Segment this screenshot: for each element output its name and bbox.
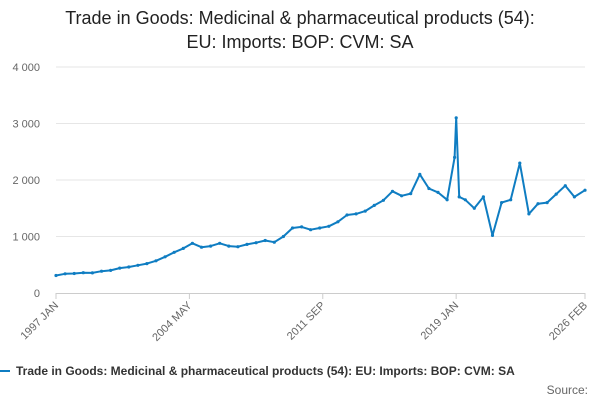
data-point [254, 241, 258, 245]
x-tick-label: 2004 MAY [150, 299, 195, 344]
y-tick-label: 3 000 [12, 119, 40, 131]
data-point [445, 198, 449, 202]
series-line [55, 116, 586, 277]
data-point [472, 206, 476, 210]
data-point [163, 255, 167, 259]
data-point [263, 238, 267, 243]
data-point [245, 242, 249, 246]
data-point [500, 201, 504, 205]
data-point [209, 244, 213, 248]
data-point [281, 234, 285, 239]
legend-label: Trade in Goods: Medicinal & pharmaceutic… [16, 363, 515, 378]
data-point [400, 194, 404, 198]
line-chart: 0 1 000 2 000 3 000 4 000 1997 JAN 2004 MAY 20… [12, 62, 590, 344]
gridlines [56, 66, 585, 237]
data-point [463, 198, 467, 202]
data-point [327, 224, 331, 228]
data-point [418, 172, 422, 176]
data-point [509, 198, 513, 202]
data-point [154, 259, 158, 263]
data-point [309, 228, 313, 232]
data-point [172, 250, 176, 254]
data-point [363, 209, 367, 213]
data-point [354, 212, 358, 216]
x-tick-label: 1997 JAN [18, 300, 61, 343]
series-group [54, 116, 587, 278]
data-point [572, 195, 577, 199]
data-point [409, 192, 413, 196]
chart-title-line-2: EU: Imports: BOP: CVM: SA [186, 32, 414, 52]
data-point [318, 226, 322, 230]
data-point [490, 233, 495, 237]
data-point [236, 245, 240, 249]
data-point [145, 262, 149, 266]
data-point [536, 202, 540, 206]
data-point [218, 241, 222, 245]
x-tick-label: 2026 FEB [547, 300, 590, 343]
data-point [372, 203, 376, 207]
data-point [72, 271, 76, 276]
data-point [390, 189, 395, 193]
data-point [527, 212, 531, 216]
data-point [118, 266, 122, 270]
source-label: Source: [546, 383, 588, 397]
data-point [454, 116, 458, 120]
data-point [109, 268, 113, 272]
data-point [81, 271, 85, 275]
data-point [290, 226, 295, 230]
data-point [199, 245, 204, 249]
x-tick-label: 2011 SEP [285, 300, 328, 343]
y-tick-label: 2 000 [12, 175, 40, 187]
data-point [136, 263, 140, 267]
data-point [481, 195, 485, 199]
data-point [563, 184, 567, 188]
x-tick-label: 2019 JAN [419, 300, 462, 343]
x-axis: 1997 JAN 2004 MAY 2011 SEP 2019 JAN 2026 FEB [18, 293, 590, 344]
data-point [181, 246, 185, 250]
data-point [583, 188, 587, 192]
data-point [99, 269, 104, 273]
data-point [127, 265, 131, 269]
chart-title-line-1: Trade in Goods: Medicinal & pharmaceutic… [65, 8, 535, 28]
data-point [457, 195, 461, 199]
data-point [427, 186, 431, 191]
y-axis: 0 1 000 2 000 3 000 4 000 [12, 62, 40, 300]
data-point [90, 271, 94, 275]
y-tick-label: 1 000 [12, 232, 40, 244]
y-tick-label: 0 [34, 288, 40, 300]
data-point [272, 240, 276, 244]
data-point [336, 220, 340, 224]
data-point [545, 201, 549, 205]
data-point [453, 155, 457, 159]
data-point [190, 241, 194, 245]
data-point [436, 190, 440, 194]
data-point [345, 213, 349, 217]
data-point [54, 273, 58, 278]
legend[interactable]: Trade in Goods: Medicinal & pharmaceutic… [0, 362, 600, 382]
data-point [63, 272, 67, 276]
data-point [381, 198, 385, 202]
data-point [518, 161, 522, 165]
data-point [300, 225, 304, 229]
data-point [554, 192, 558, 196]
data-point [227, 244, 231, 248]
chart-title: Trade in Goods: Medicinal & pharmaceutic… [0, 6, 600, 54]
legend-swatch [0, 369, 10, 372]
y-tick-label: 4 000 [12, 62, 40, 74]
